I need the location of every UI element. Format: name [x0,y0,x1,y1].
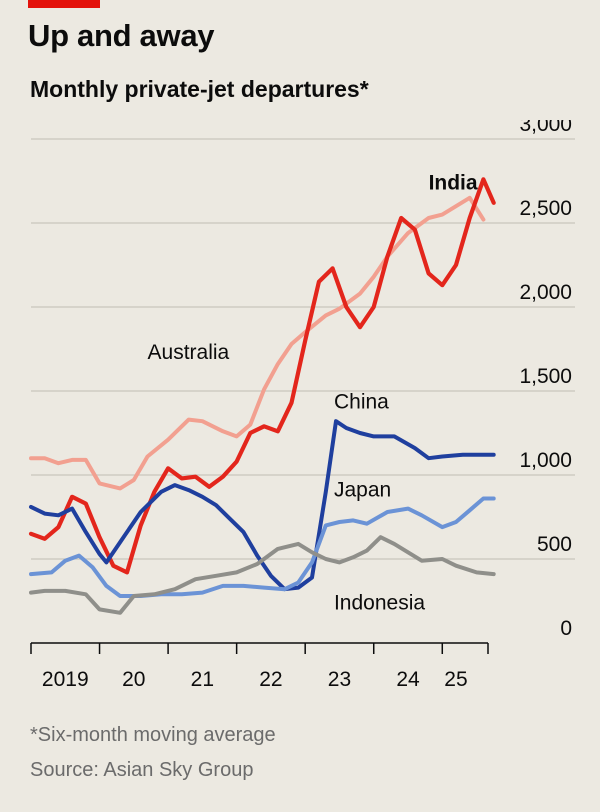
y-tick-label: 2,000 [519,281,572,304]
series-label-indonesia: Indonesia [334,591,425,614]
gridlines: 0 500 1,000 1,500 2,000 2,500 3,000 [31,120,575,640]
y-tick-label: 2,500 [519,197,572,220]
chart-subtitle: Monthly private-jet departures* [30,76,369,102]
series-line-japan [29,496,496,598]
series-label-india: India [429,171,478,194]
brand-red-bar [28,0,100,8]
line-chart: 0 500 1,000 1,500 2,000 2,500 3,000 2019 20 21 22… [28,120,575,691]
series-lines [28,177,496,615]
series-line-australia [29,195,486,491]
y-tick-label: 500 [537,533,572,556]
y-tick-label: 0 [560,617,572,640]
x-tick-label: 20 [122,668,145,691]
y-tick-label: 1,500 [519,365,572,388]
source-note: Source: Asian Sky Group [30,759,254,781]
series-line-china [29,419,496,592]
series-labels: Australia India China Japan Indonesia [148,171,478,614]
y-tick-label: 3,000 [519,120,572,136]
series-label-japan: Japan [334,479,391,502]
x-tick-label: 2019 [42,668,89,691]
chart-title: Up and away [28,18,215,53]
series-line-indonesia [29,535,496,615]
x-tick-label: 23 [328,668,351,691]
x-tick-label: 24 [396,668,420,691]
x-tick-label: 25 [444,668,467,691]
series-line-india [28,177,496,575]
series-label-australia: Australia [148,341,230,364]
y-tick-label: 1,000 [519,449,572,472]
x-tick-label: 22 [259,668,282,691]
footnote: *Six-month moving average [30,724,276,746]
x-axis: 2019 20 21 22 23 24 25 [30,642,489,691]
x-tick-label: 21 [191,668,214,691]
series-label-china: China [334,391,389,414]
